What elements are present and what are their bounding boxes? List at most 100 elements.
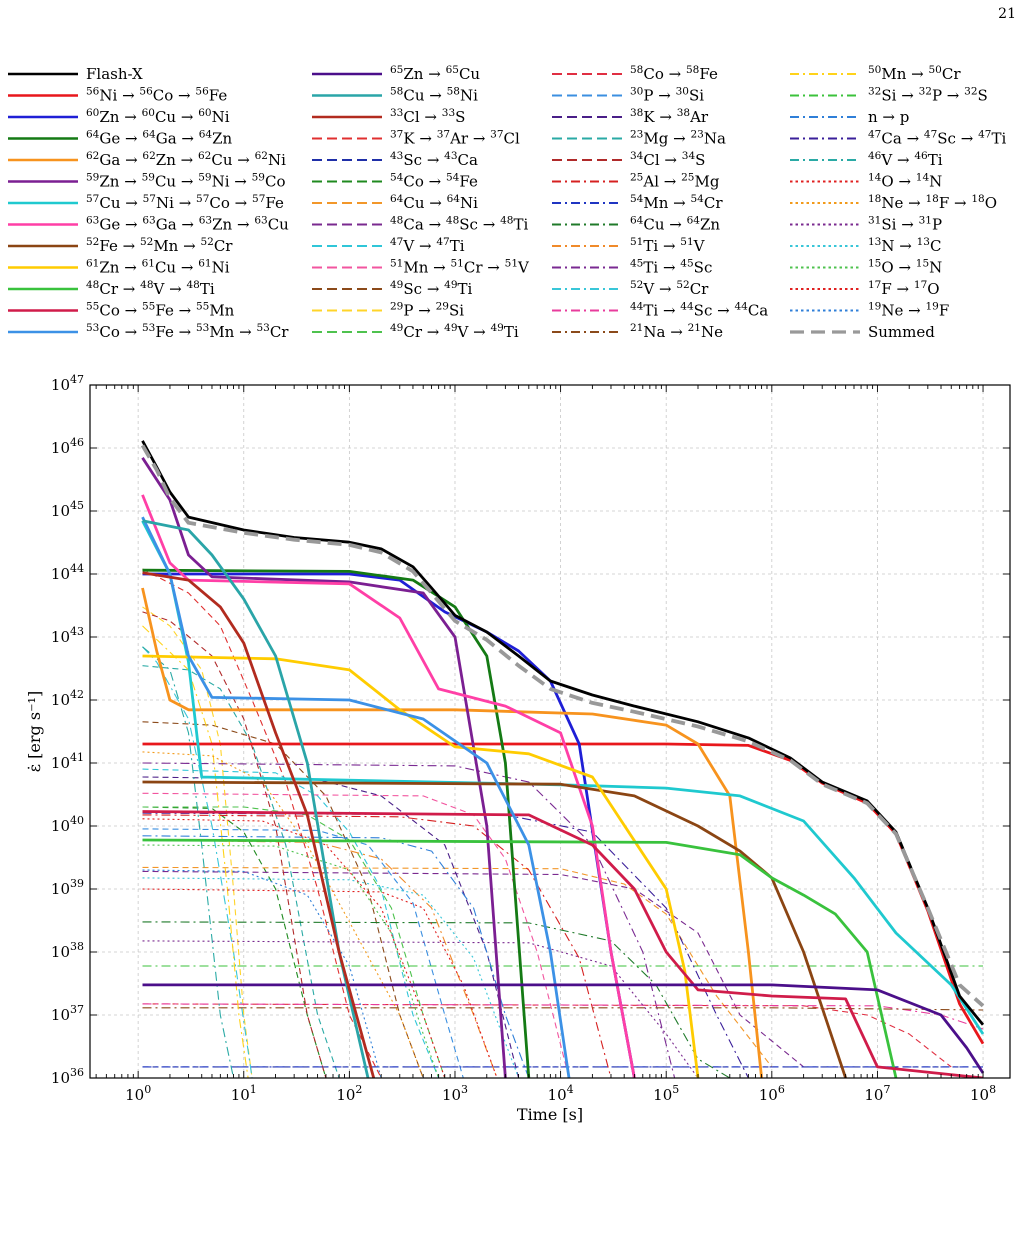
series-line: 44Ti→44Sc→44Ca — [142, 1003, 984, 1030]
legend-label: 63Ge → 63Ga → 63Zn → 63Cu — [86, 215, 289, 234]
x-tick-label: 106 — [759, 1083, 785, 1104]
series-line: 47Ca→47Sc→47Ti — [142, 812, 749, 1078]
legend-label: 49Cr → 49V → 49Ti — [390, 322, 519, 341]
legend-label: 54Co → 54Fe — [390, 172, 478, 191]
legend-label: 56Ni → 56Co → 56Fe — [86, 86, 227, 105]
legend-label: 61Zn → 61Cu → 61Ni — [86, 258, 230, 277]
series-line: 18Ne→18F→18O — [142, 751, 424, 1078]
series-line: 55Co→55Fe→55Mn — [142, 810, 984, 1078]
x-tick-label: 101 — [231, 1083, 257, 1104]
legend-label: 23Mg → 23Na — [630, 129, 726, 148]
legend-label: 25Al → 25Mg — [630, 172, 720, 191]
legend-label: 64Ge → 64Ga → 64Zn — [86, 129, 233, 148]
x-tick-label: 105 — [653, 1083, 679, 1104]
legend-label: 31Si → 31P — [868, 215, 942, 234]
x-tick-label: 107 — [864, 1083, 890, 1104]
series-line: 58Cu→58Ni — [142, 519, 370, 1078]
series-line: 19Ne→19F — [142, 869, 382, 1078]
series-line: 21Na→21Ne — [142, 1007, 984, 1011]
y-tick-label: 1044 — [51, 562, 84, 583]
legend-label: 21Na → 21Ne — [630, 322, 723, 341]
y-tick-label: 1046 — [51, 436, 84, 457]
legend-label: n → p — [868, 108, 909, 126]
legend-label: 64Cu → 64Zn — [630, 215, 720, 234]
y-tick-label: 1038 — [51, 940, 84, 961]
series-line: 48Ca→48Sc→48Ti — [142, 870, 804, 1068]
legend-label: 47V → 47Ti — [390, 236, 465, 255]
y-tick-label: 1039 — [51, 877, 84, 898]
legend-label: 52V → 52Cr — [630, 279, 709, 298]
legend-label: 45Ti → 45Sc — [630, 258, 712, 277]
y-tick-label: 1043 — [51, 625, 84, 646]
series-line: 29P→29Si — [142, 606, 253, 1078]
series-line: 17F→17O — [142, 818, 446, 1078]
series-line: 34Cl→34S — [142, 611, 327, 1078]
legend-label: 44Ti → 44Sc → 44Ca — [630, 301, 768, 320]
y-tick-label: 1041 — [51, 751, 84, 772]
legend-label: 32Si → 32P → 32S — [868, 86, 988, 105]
legend-label: 19Ne → 19F — [868, 301, 949, 320]
luminosity-chart: 37K→37Ar→37Cl43Sc→43Ca54Co→54Fe64Cu→64Ni… — [25, 373, 1011, 1124]
series-line: 58Co→58Fe — [142, 1003, 952, 1068]
y-tick-label: 1045 — [51, 499, 84, 520]
series-line: 31Si→31P — [142, 940, 699, 1078]
series-line: 51Ti→51V — [142, 839, 498, 1078]
legend-label: 57Cu → 57Ni → 57Co → 57Fe — [86, 193, 284, 212]
series-line: 52V→52Cr — [142, 646, 253, 1078]
legend-label: 48Cr → 48V → 48Ti — [86, 279, 215, 298]
series-line: 54Co→54Fe — [142, 806, 327, 1078]
series-line: 59Zn→59Cu→59Ni→59Co — [141, 457, 507, 1078]
series-line: 53Co→53Fe→53Mn→53Cr — [141, 516, 571, 1078]
y-axis-label: ε̇ [erg s⁻¹] — [25, 691, 44, 772]
legend-label: 37K → 37Ar → 37Cl — [390, 129, 520, 148]
series-line: 65Zn→65Cu — [142, 983, 985, 1074]
series-line: 50Mn→50Cr — [142, 625, 249, 1078]
legend-label: 50Mn → 50Cr — [868, 64, 961, 83]
legend-label: 65Zn → 65Cu — [390, 64, 480, 83]
legend-label: Flash-X — [86, 65, 143, 83]
series-line: 57Cu→57Ni→57Co→57Fe — [141, 520, 985, 1035]
x-tick-label: 100 — [125, 1083, 151, 1104]
legend-label: 38K → 38Ar — [630, 107, 709, 126]
y-tick-label: 1037 — [51, 1003, 84, 1024]
series-line: 64Cu→64Zn — [142, 921, 731, 1078]
series-lines: 37K→37Ar→37Cl43Sc→43Ca54Co→54Fe64Cu→64Ni… — [140, 440, 985, 1078]
y-tick-label: 1047 — [51, 373, 84, 394]
legend-label: 17F → 17O — [868, 279, 940, 298]
y-tick-label: 1042 — [51, 688, 84, 709]
legend-label: 55Co → 55Fe → 55Mn — [86, 301, 235, 320]
legend-label: 51Ti → 51V — [630, 236, 706, 255]
legend-label: 52Fe → 52Mn → 52Cr — [86, 236, 233, 255]
x-tick-label: 108 — [970, 1083, 996, 1104]
x-axis-label: Time [s] — [517, 1105, 583, 1124]
x-tick-label: 102 — [336, 1083, 362, 1104]
legend-label: 58Co → 58Fe — [630, 64, 718, 83]
series-line: 56Ni→56Co→56Fe — [142, 742, 985, 1045]
series-line: 47V→47Ti — [142, 768, 440, 1078]
series-line: 23Mg→23Na — [142, 665, 340, 1078]
y-tick-label: 1040 — [51, 814, 84, 835]
series-line: 52Fe→52Mn→52Cr — [142, 780, 847, 1078]
legend-label: 64Cu → 64Ni — [390, 193, 478, 212]
grid-lines — [90, 384, 1010, 1079]
legend-label: 62Ga → 62Zn → 62Cu → 62Ni — [86, 150, 286, 169]
series-line: 51Mn→51Cr→51V — [142, 792, 570, 1078]
legend-label: 59Zn → 59Cu → 59Ni → 59Co — [86, 172, 285, 191]
axis-ticks — [90, 384, 1010, 1079]
x-tick-label: 104 — [548, 1083, 574, 1104]
series-line: 49Sc→49Ti — [142, 721, 424, 1078]
series-line: 64Ge→64Ga→64Zn — [142, 568, 531, 1078]
series-line: 63Ge→63Ga→63Zn→63Cu — [141, 494, 636, 1078]
series-line: 13N→13C — [142, 877, 520, 1078]
series-line: Summed — [140, 444, 985, 1008]
series-line: 37K→37Ar→37Cl — [142, 568, 382, 1078]
series-line: 46V→46Ti — [142, 646, 235, 1078]
legend-label: Summed — [868, 323, 935, 341]
legend-label: 33Cl → 33S — [390, 107, 465, 126]
chart-legend: Flash-X 56Ni → 56Co → 56Fe 60Zn → 60Cu → 6… — [8, 64, 1006, 341]
series-line: n→p — [142, 835, 530, 1078]
page-number: 21 — [998, 6, 1016, 22]
legend-label: 51Mn → 51Cr → 51V — [390, 258, 530, 277]
legend-label: 18Ne → 18F → 18O — [868, 193, 997, 212]
legend-label: 15O → 15N — [868, 258, 942, 277]
